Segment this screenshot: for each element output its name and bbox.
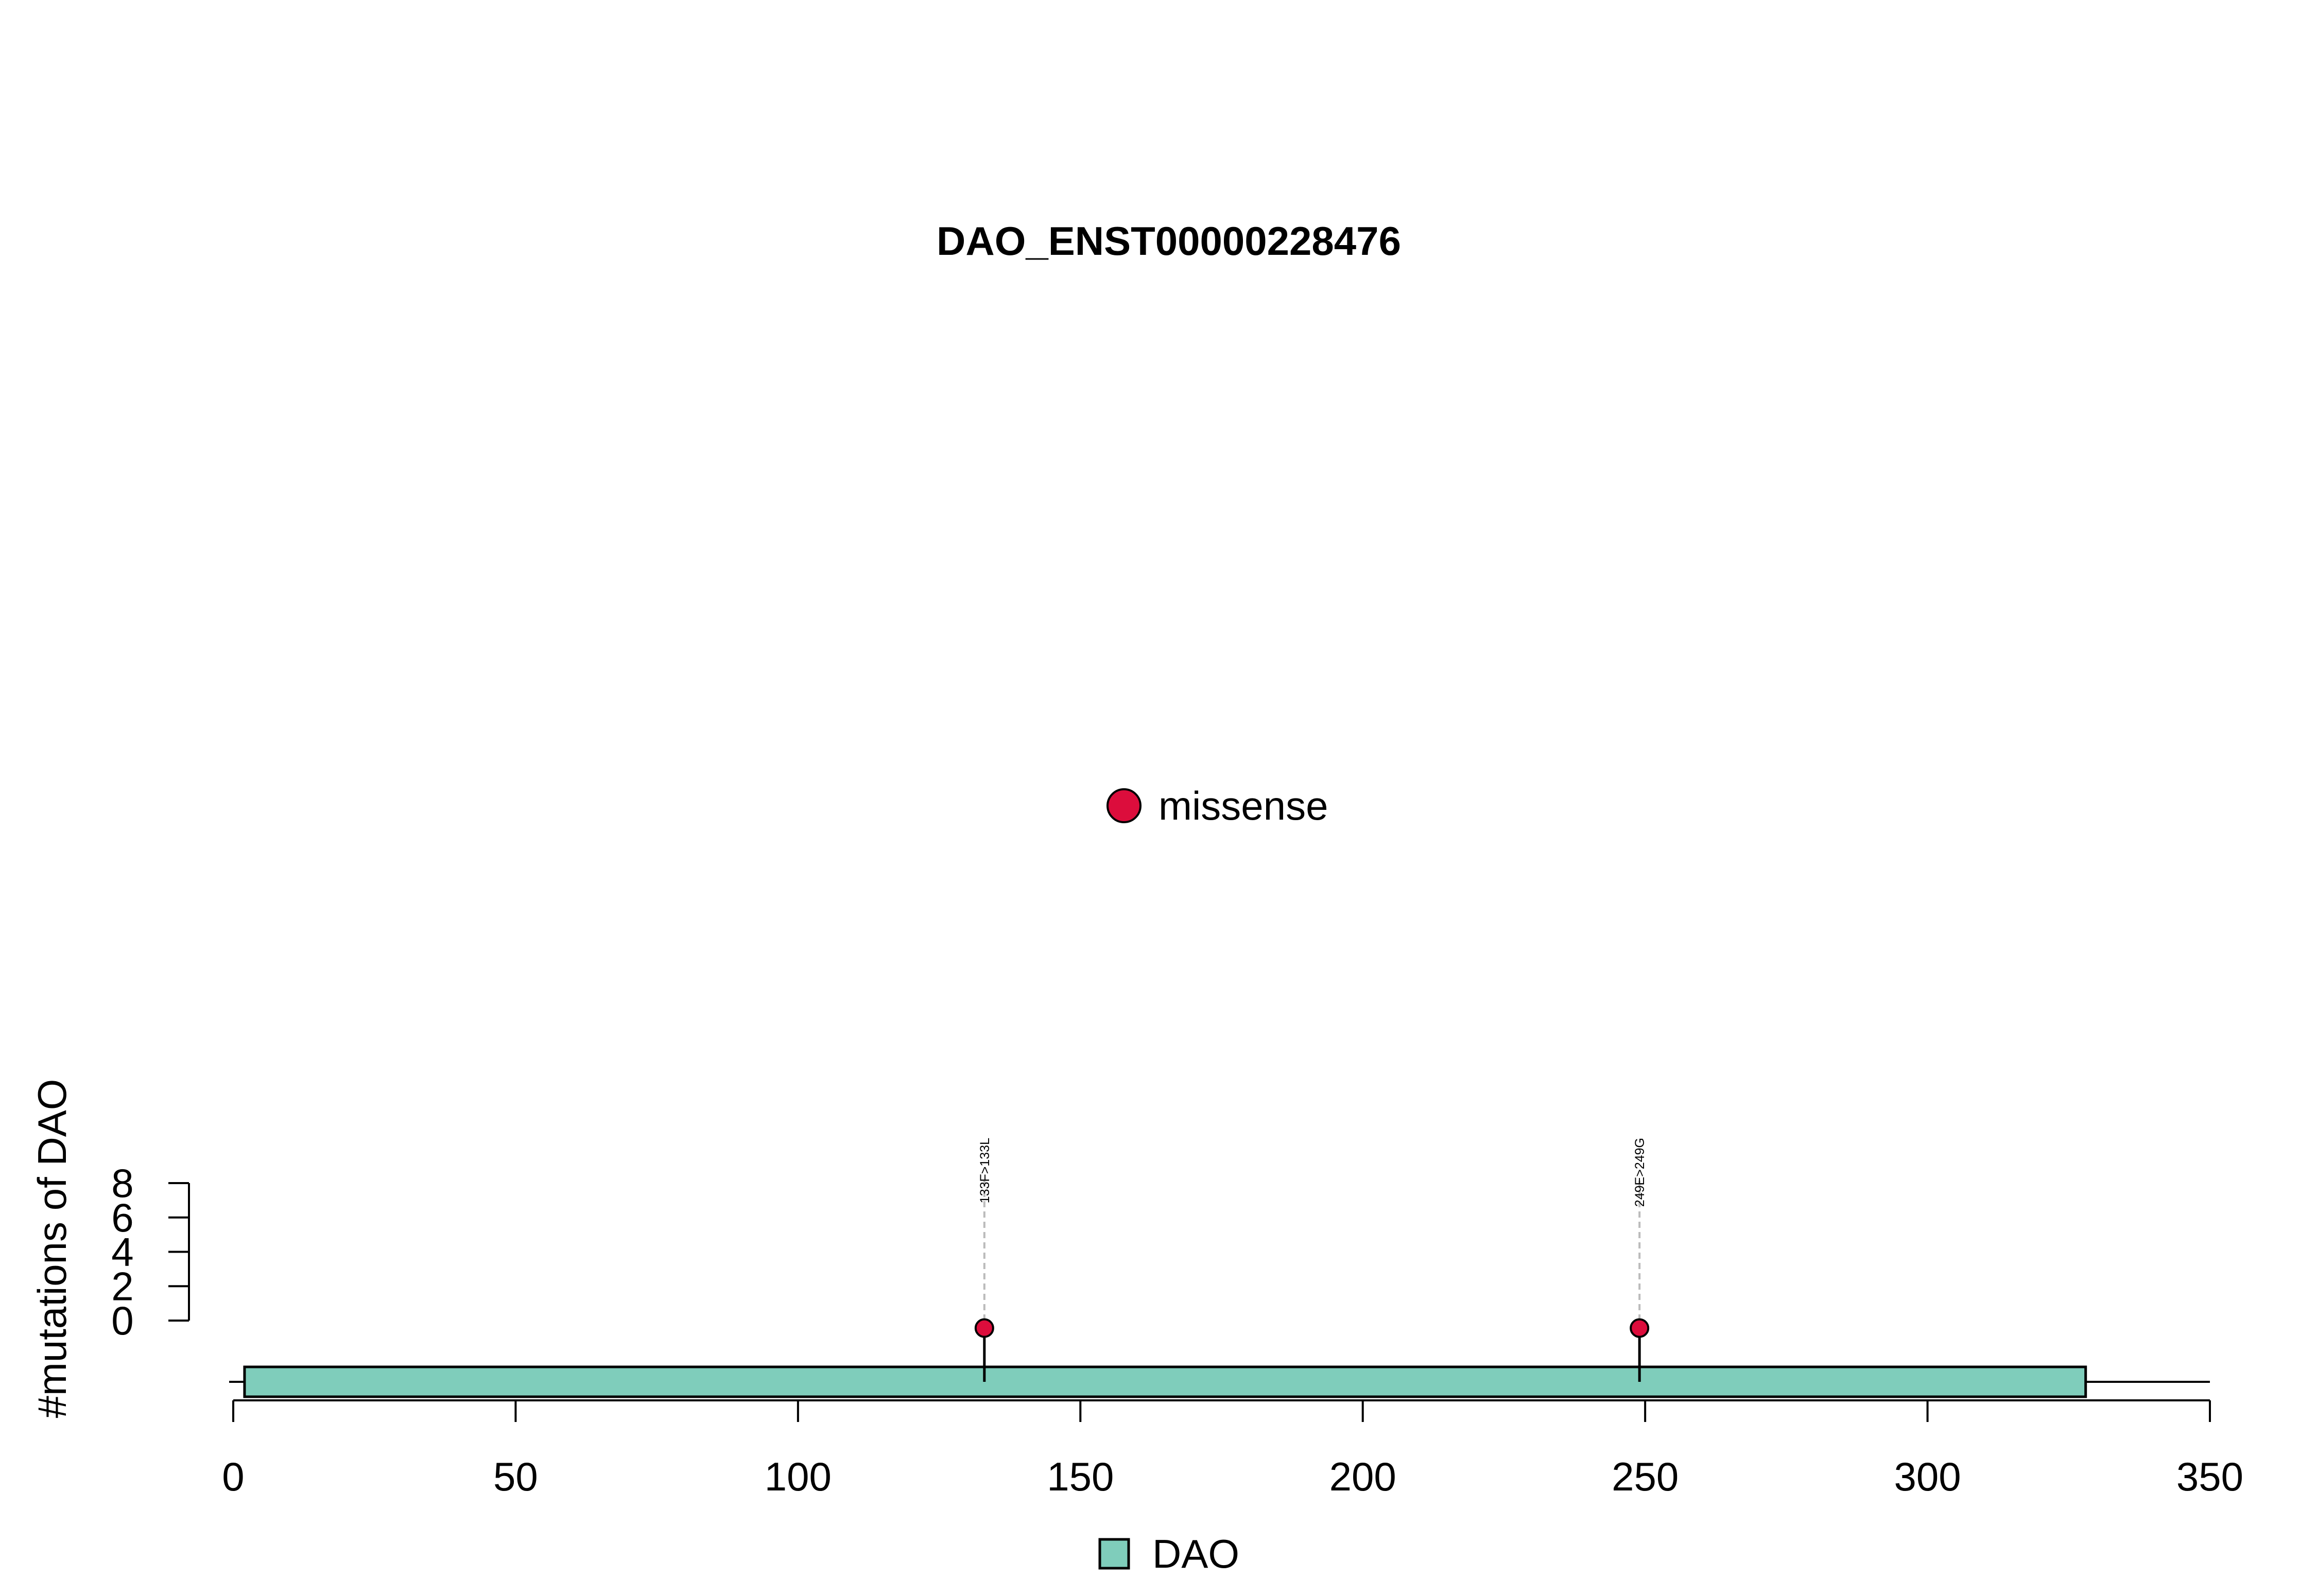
y-tick-label-8: 8	[111, 1160, 133, 1206]
x-tick-label-250: 250	[1612, 1454, 1679, 1499]
y-tick-label-4: 4	[111, 1229, 133, 1275]
y-tick-label-2: 2	[111, 1263, 133, 1309]
y-tick-label-0: 0	[111, 1298, 133, 1343]
x-tick-label-50: 50	[493, 1454, 538, 1499]
mutation-lollipops: 133F>133L 249E>249G	[974, 1138, 1650, 1382]
mutation-type-legend: missense	[1106, 783, 1328, 828]
chart-title: DAO_ENST00000228476	[937, 218, 1401, 264]
legend-DAO-label: DAO	[1152, 1531, 1239, 1576]
x-tick-label-100: 100	[765, 1454, 832, 1499]
legend-DAO-swatch	[1098, 1538, 1130, 1570]
mutation-label-249: 249E>249G	[1633, 1138, 1647, 1207]
x-tick-label-150: 150	[1047, 1454, 1114, 1499]
x-axis: 0 50 100 150 200 250 300 350	[222, 1399, 2243, 1499]
domain-legend: DAO	[1098, 1531, 1239, 1576]
mutation-point-133	[974, 1318, 994, 1338]
mutation-point-249	[1630, 1318, 1650, 1338]
x-tick-label-350: 350	[2176, 1454, 2243, 1499]
x-tick-label-0: 0	[222, 1454, 244, 1499]
legend-missense-label: missense	[1158, 783, 1328, 828]
x-tick-label-200: 200	[1329, 1454, 1396, 1499]
legend-missense-marker	[1106, 788, 1142, 823]
domain-DAO	[243, 1365, 2087, 1398]
y-tick-label-6: 6	[111, 1195, 133, 1240]
mutation-label-133: 133F>133L	[978, 1138, 992, 1203]
y-axis-title: #mutations of DAO	[29, 1079, 75, 1418]
x-tick-label-300: 300	[1894, 1454, 1961, 1499]
protein-backbone	[229, 1365, 2210, 1398]
